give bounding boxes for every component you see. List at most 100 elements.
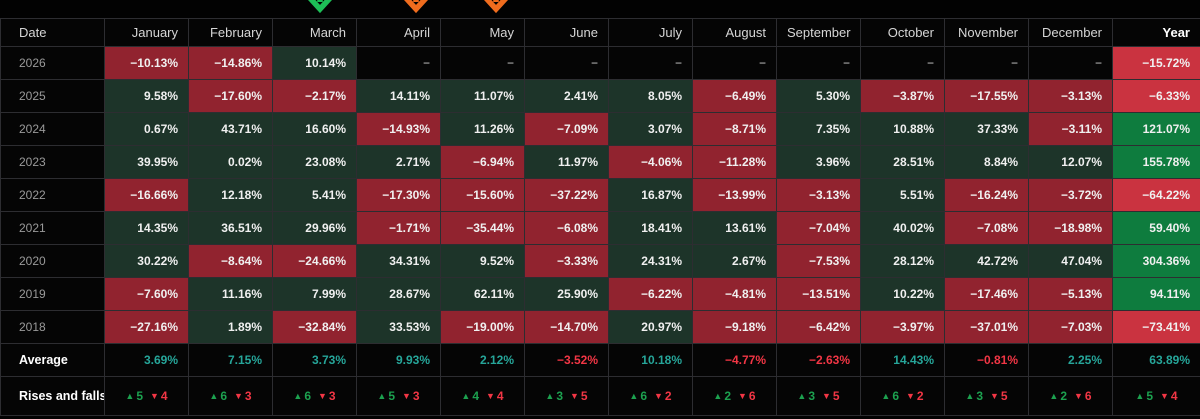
column-header-january: January (104, 18, 189, 47)
up-triangle-icon: 6 (209, 389, 227, 403)
month-cell: −7.04% (776, 211, 861, 245)
up-triangle-icon: 4 (461, 389, 479, 403)
year-row-2022: 2022 −16.66% 12.18% 5.41% −17.30% −15.60% −37.… (0, 178, 1200, 212)
month-cell: 16.60% (272, 112, 357, 146)
month-cell: −27.16% (104, 310, 189, 344)
rises-count: 5 (136, 389, 143, 403)
rises-count: 2 (1060, 389, 1067, 403)
row-label: 2020 (0, 244, 105, 278)
rises-count: 2 (724, 389, 731, 403)
column-header-july: July (608, 18, 693, 47)
average-value: −2.63% (808, 353, 850, 367)
month-cell: −37.01% (944, 310, 1029, 344)
month-cell: −6.08% (524, 211, 609, 245)
falls-count: 2 (664, 389, 672, 403)
average-value: 3.73% (311, 353, 346, 367)
up-triangle-icon: 2 (1049, 389, 1067, 403)
month-cell: −17.60% (188, 79, 273, 113)
month-cell: 62.11% (440, 277, 525, 311)
month-cell: −3.13% (1028, 79, 1113, 113)
average-cell: −0.81% (944, 343, 1029, 377)
up-triangle-icon: 5 (377, 389, 395, 403)
up-triangle-icon: 6 (293, 389, 311, 403)
month-cell: 9.52% (440, 244, 525, 278)
falls-count: 2 (916, 389, 924, 403)
average-value: 9.93% (395, 353, 430, 367)
month-cell: −3.11% (1028, 112, 1113, 146)
month-cell: 3.96% (776, 145, 861, 179)
month-cell: 14.11% (356, 79, 441, 113)
month-cell: −9.18% (692, 310, 777, 344)
month-cell: −6.94% (440, 145, 525, 179)
average-cell: 9.93% (356, 343, 441, 377)
month-cell: 11.16% (188, 277, 273, 311)
month-cell: 3.07% (608, 112, 693, 146)
up-triangle-icon: 3 (965, 389, 983, 403)
month-cell: − (440, 46, 525, 80)
month-cell: − (524, 46, 609, 80)
rises-falls-cell: 63 (272, 376, 357, 416)
month-cell: −8.64% (188, 244, 273, 278)
rises-count: 5 (1146, 389, 1153, 403)
year-row-2021: 2021 14.35% 36.51% 29.96% −1.71% −35.44% −6.08… (0, 211, 1200, 245)
month-cell: 5.51% (860, 178, 945, 212)
up-triangle-icon: 5 (125, 389, 143, 403)
column-header-may: May (440, 18, 525, 47)
month-cell: −4.81% (692, 277, 777, 311)
month-cell: −15.60% (440, 178, 525, 212)
year-total-cell: 304.36% (1112, 244, 1200, 278)
falls-count: 5 (1000, 389, 1008, 403)
month-cell: 28.51% (860, 145, 945, 179)
column-header-march: March (272, 18, 357, 47)
year-row-2019: 2019 −7.60% 11.16% 7.99% 28.67% 62.11% 25.90% −… (0, 277, 1200, 311)
month-cell: −32.84% (272, 310, 357, 344)
row-label: Average (0, 343, 105, 377)
month-cell: 28.12% (860, 244, 945, 278)
average-cell: 3.69% (104, 343, 189, 377)
month-cell: 8.84% (944, 145, 1029, 179)
row-label: 2024 (0, 112, 105, 146)
row-label: 2023 (0, 145, 105, 179)
month-cell: 7.99% (272, 277, 357, 311)
rises-falls-cell: 35 (944, 376, 1029, 416)
month-cell: 24.31% (608, 244, 693, 278)
month-cell: 14.35% (104, 211, 189, 245)
column-header-february: February (188, 18, 273, 47)
month-cell: 2.71% (356, 145, 441, 179)
month-cell: −16.66% (104, 178, 189, 212)
month-cell: −16.24% (944, 178, 1029, 212)
month-cell: 39.95% (104, 145, 189, 179)
up-triangle-icon: 6 (629, 389, 647, 403)
month-cell: 37.33% (944, 112, 1029, 146)
average-year-cell: 63.89% (1112, 343, 1200, 377)
average-cell: 2.25% (1028, 343, 1113, 377)
month-cell: −5.13% (1028, 277, 1113, 311)
may-down-arrow-icon (484, 0, 508, 14)
falls-count: 5 (580, 389, 588, 403)
down-triangle-icon: 4 (1160, 389, 1178, 403)
rises-count: 3 (556, 389, 563, 403)
down-triangle-icon: 2 (654, 389, 672, 403)
month-cell: 33.53% (356, 310, 441, 344)
month-cell: 5.41% (272, 178, 357, 212)
month-cell: −7.60% (104, 277, 189, 311)
down-triangle-icon: 3 (402, 389, 420, 403)
month-cell: −14.86% (188, 46, 273, 80)
month-cell: −13.51% (776, 277, 861, 311)
month-cell: 12.18% (188, 178, 273, 212)
falls-count: 4 (160, 389, 168, 403)
month-cell: 34.31% (356, 244, 441, 278)
average-value: 2.12% (479, 353, 514, 367)
table-body: 2026 −10.13% −14.86% 10.14% − − − − − − − − − −15.72%… (0, 46, 1200, 416)
month-cell: 7.35% (776, 112, 861, 146)
row-label: 2021 (0, 211, 105, 245)
month-cell: 28.67% (356, 277, 441, 311)
month-cell: −7.03% (1028, 310, 1113, 344)
month-cell: −11.28% (692, 145, 777, 179)
down-triangle-icon: 5 (570, 389, 588, 403)
month-cell: 29.96% (272, 211, 357, 245)
month-cell: −3.72% (1028, 178, 1113, 212)
down-triangle-icon: 6 (738, 389, 756, 403)
average-cell: 2.12% (440, 343, 525, 377)
month-cell: − (608, 46, 693, 80)
